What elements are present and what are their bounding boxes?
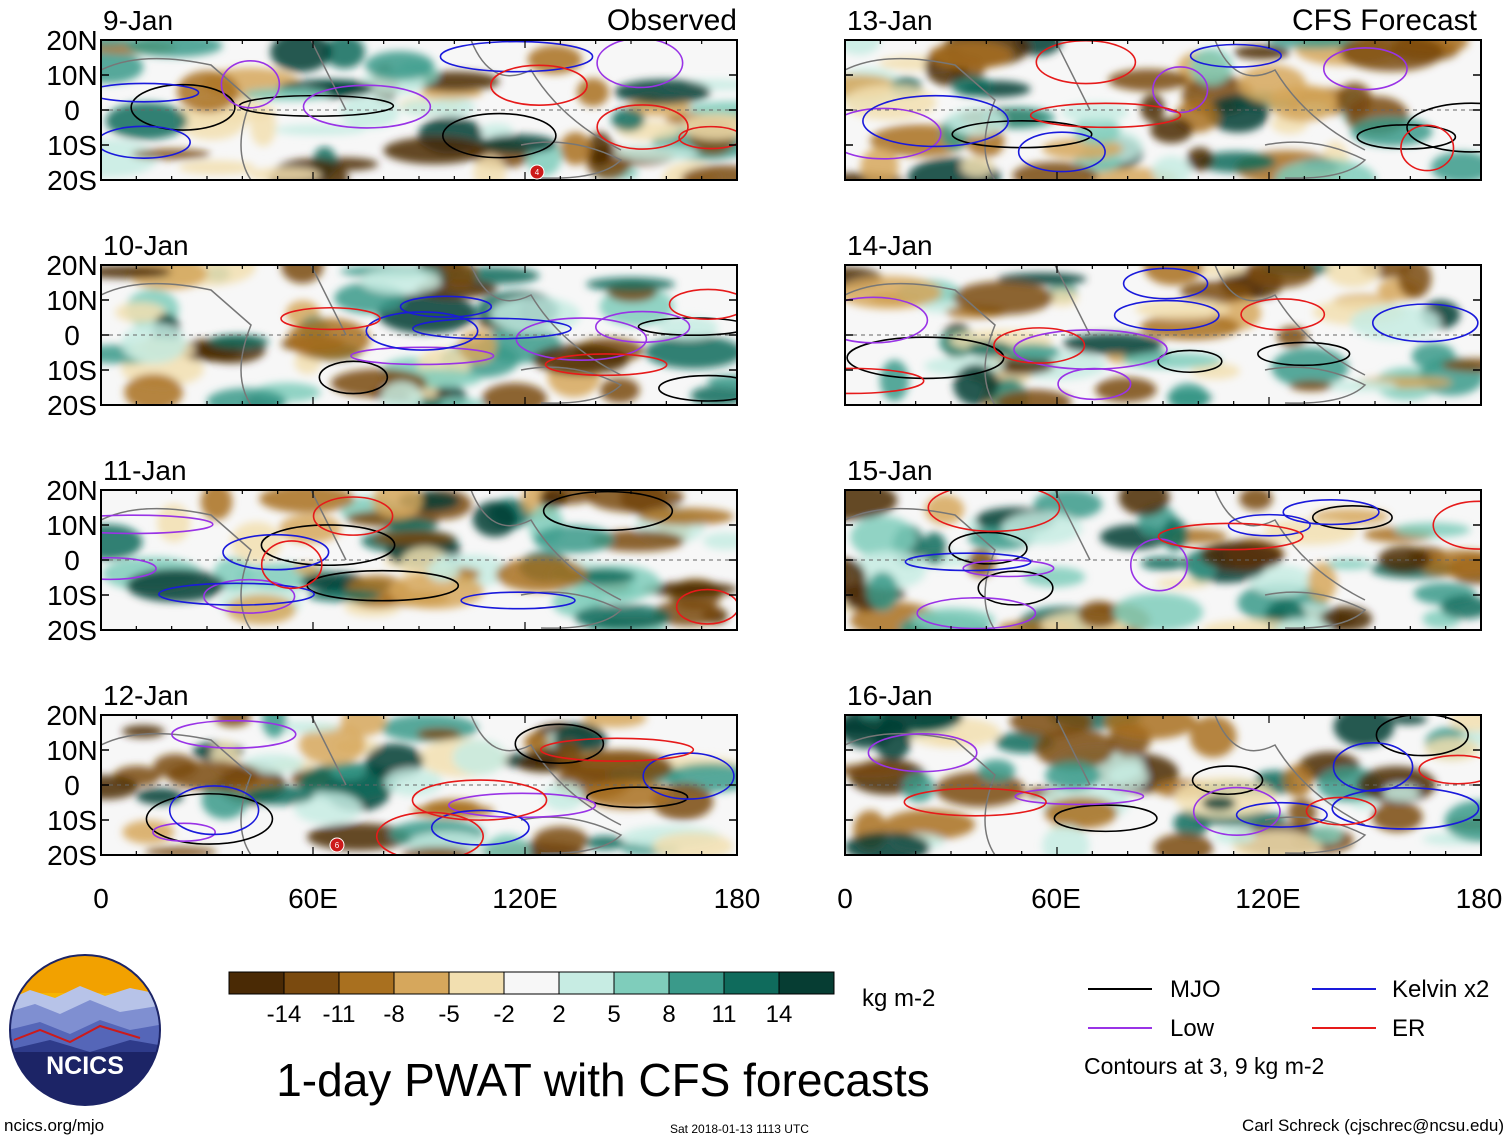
colorbar-swatch [558, 971, 615, 995]
colorbar-swatch [723, 971, 780, 995]
y-tick-label: 20S [47, 390, 97, 421]
storm-marker-icon [529, 164, 545, 180]
colorbar-tick-label: -2 [493, 1001, 514, 1028]
colorbar-swatch [613, 971, 670, 995]
x-tick-right-0: 0 [837, 883, 853, 914]
x-tick-right-60e: 60E [1031, 883, 1081, 914]
colorbar: -14 -11 -8 -5 -2 2 5 8 11 14 kg m-2 [228, 971, 935, 1028]
y-tick-label: 20S [47, 840, 97, 871]
x-tick-right-120e: 120E [1235, 883, 1300, 914]
y-tick-label: 10S [47, 580, 97, 611]
footer-url[interactable]: ncics.org/mjo [4, 1116, 105, 1135]
y-tick-label: 20N [46, 25, 97, 56]
map-panel-13-Jan: 13-Jan [844, 5, 1482, 181]
map-panel-16-Jan: 16-Jan [844, 680, 1482, 856]
y-tick-label: 20N [46, 475, 97, 506]
colorbar-swatch [778, 971, 835, 995]
y-tick-label: 10S [47, 130, 97, 161]
y-tick-label: 0 [64, 320, 80, 351]
x-tick-left-0: 0 [93, 883, 109, 914]
map-panel-15-Jan: 15-Jan [844, 455, 1482, 631]
y-tick-label: 0 [64, 545, 80, 576]
colorbar-tick-label: 2 [552, 1001, 565, 1028]
legend-label-kelvin: Kelvin x2 [1392, 976, 1489, 1003]
colorbar-units: kg m-2 [862, 985, 935, 1012]
colorbar-swatch [503, 971, 560, 995]
colorbar-swatch [228, 971, 285, 995]
colorbar-tick-label: 5 [607, 1001, 620, 1028]
y-tick-label: 20S [47, 165, 97, 196]
map-panel-12-Jan: 12-Jan 6 [100, 680, 738, 856]
y-tick-label: 10N [46, 60, 97, 91]
observed-header: Observed [607, 4, 737, 37]
y-tick-label: 10N [46, 285, 97, 316]
storm-marker-icon [329, 837, 345, 853]
panel-date-label: 16-Jan [847, 680, 933, 711]
page-title: 1-day PWAT with CFS forecasts [276, 1054, 930, 1106]
panel-date-label: 12-Jan [103, 680, 189, 711]
y-tick-label: 20N [46, 250, 97, 281]
storm-number: 6 [335, 841, 340, 850]
x-tick-right-180: 180 [1456, 883, 1503, 914]
colorbar-swatch [338, 971, 395, 995]
forecast-header: CFS Forecast [1292, 4, 1478, 37]
y-tick-label: 10S [47, 355, 97, 386]
panel-date-label: 10-Jan [103, 230, 189, 261]
map-panel-10-Jan: 10-Jan [100, 230, 738, 406]
y-tick-label: 10S [47, 805, 97, 836]
colorbar-swatch [668, 971, 725, 995]
x-tick-left-180: 180 [714, 883, 761, 914]
map-panels: 9-Jan 4 10-Jan 11-Jan 12-Jan 6 13-Jan 14-Jan 15-… [100, 5, 1482, 856]
legend-label-low: Low [1170, 1015, 1215, 1042]
colorbar-tick-label: -5 [438, 1001, 459, 1028]
panel-date-label: 9-Jan [103, 5, 173, 36]
colorbar-tick-label: -14 [267, 1001, 302, 1028]
legend-note: Contours at 3, 9 kg m-2 [1084, 1053, 1324, 1079]
panel-date-label: 13-Jan [847, 5, 933, 36]
panel-date-label: 14-Jan [847, 230, 933, 261]
colorbar-tick-label: 14 [766, 1001, 793, 1028]
map-panel-14-Jan: 14-Jan [844, 230, 1482, 406]
y-tick-label: 0 [64, 770, 80, 801]
map-panel-9-Jan: 9-Jan 4 [100, 5, 738, 181]
legend: MJO Kelvin x2 Low ER Contours at 3, 9 kg… [1084, 976, 1489, 1079]
panel-date-label: 15-Jan [847, 455, 933, 486]
y-tick-label: 0 [64, 95, 80, 126]
colorbar-swatch [283, 971, 340, 995]
panel-date-label: 11-Jan [103, 455, 187, 486]
x-tick-left-120e: 120E [492, 883, 557, 914]
y-tick-label: 10N [46, 510, 97, 541]
colorbar-swatch [448, 971, 505, 995]
y-tick-label: 10N [46, 735, 97, 766]
legend-label-mjo: MJO [1170, 976, 1221, 1003]
x-axis-labels: 0 60E 120E 180 0 60E 120E 180 [93, 883, 1502, 914]
map-panel-11-Jan: 11-Jan [100, 455, 738, 631]
x-tick-left-60e: 60E [288, 883, 338, 914]
colorbar-swatch [393, 971, 450, 995]
colorbar-tick-label: -8 [383, 1001, 404, 1028]
colorbar-tick-label: 8 [662, 1001, 675, 1028]
colorbar-tick-label: -11 [323, 1001, 356, 1028]
logo-text: NCICS [46, 1052, 124, 1080]
y-tick-label: 20N [46, 700, 97, 731]
ncics-logo: NCICS [9, 954, 161, 1106]
y-tick-label: 20S [47, 615, 97, 646]
y-axis-labels: 20N 10N 0 10S 20S 20N 10N 0 10S 20S 20N 10N 0 10S 20S 2… [46, 25, 97, 871]
footer-credit: Carl Schreck (cjschrec@ncsu.edu) [1242, 1116, 1504, 1135]
footer-timestamp: Sat 2018-01-13 1113 UTC [670, 1122, 809, 1136]
legend-label-er: ER [1392, 1015, 1425, 1042]
storm-number: 4 [535, 168, 540, 177]
colorbar-tick-label: 11 [712, 1001, 737, 1028]
